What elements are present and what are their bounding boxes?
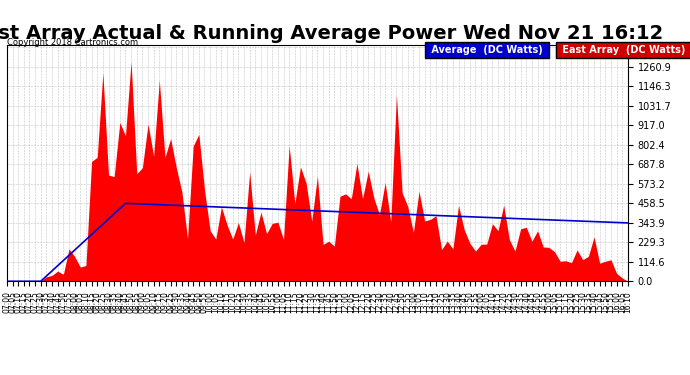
Title: East Array Actual & Running Average Power Wed Nov 21 16:12: East Array Actual & Running Average Powe… bbox=[0, 24, 663, 44]
Text: Average  (DC Watts): Average (DC Watts) bbox=[428, 45, 546, 55]
Text: Copyright 2018 Cartronics.com: Copyright 2018 Cartronics.com bbox=[7, 38, 138, 47]
Text: East Array  (DC Watts): East Array (DC Watts) bbox=[559, 45, 689, 55]
